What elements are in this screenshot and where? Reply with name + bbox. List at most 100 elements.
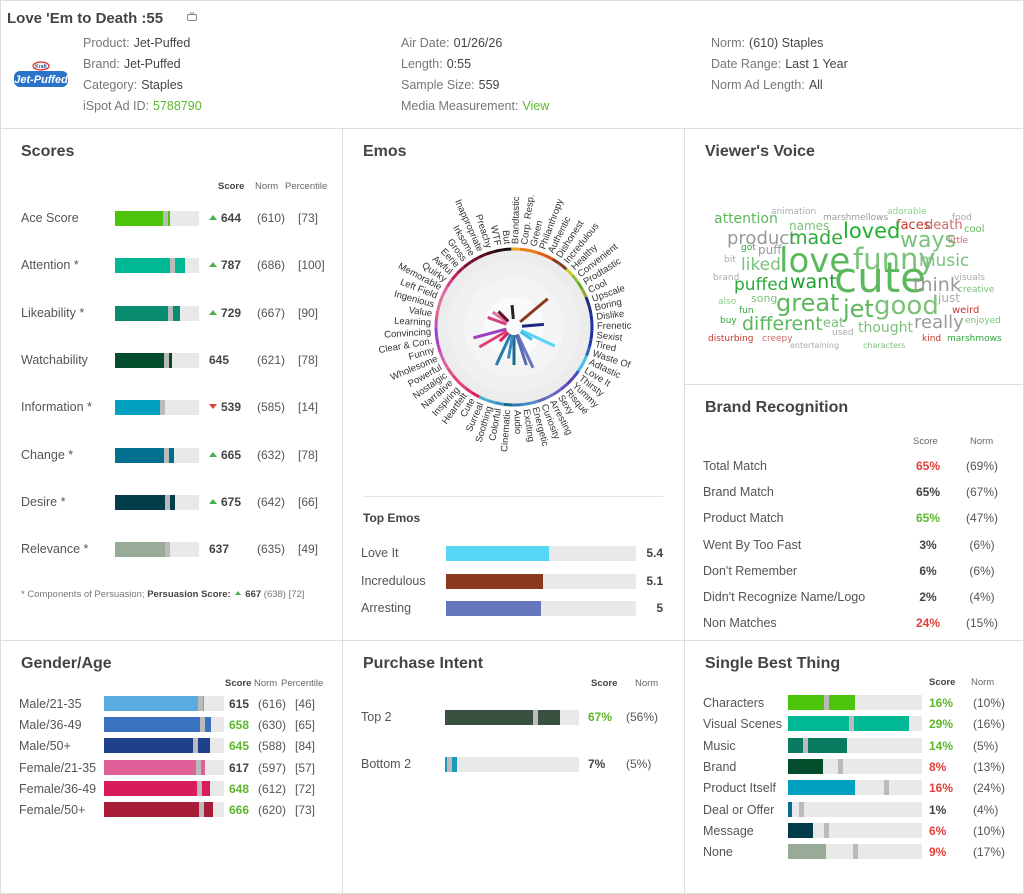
word-cloud-word: adorable [887, 207, 927, 217]
score-value: 16% [929, 696, 954, 710]
norm-value: (5%) [626, 757, 652, 771]
emos-category-arc [559, 382, 569, 391]
word-cloud-word: ways [900, 228, 956, 253]
emos-category-arc [536, 250, 546, 257]
word-cloud-word: think [913, 274, 961, 296]
word-cloud-word: death [925, 218, 963, 233]
word-cloud-word: want [790, 271, 837, 293]
percentile-value: [66] [298, 494, 319, 509]
emo-radial-bar [510, 304, 515, 320]
norm-marker [823, 822, 829, 838]
norm-value: (47%) [965, 511, 998, 526]
score-value: 615 [229, 697, 250, 711]
ispot-ad-id-link[interactable]: 5788790 [153, 99, 202, 113]
score-value: 729 [209, 306, 241, 320]
word-cloud-word: got [741, 243, 756, 253]
word-cloud-word: also [718, 297, 737, 307]
norm-value: (13%) [973, 759, 1006, 774]
score-bar-fill [115, 211, 171, 226]
row-label: Male/36-49 [19, 718, 82, 733]
norm-marker [883, 780, 889, 796]
percentile-value: [73] [295, 803, 316, 817]
norm-marker [848, 716, 854, 732]
emos-category-arc [571, 274, 579, 283]
row-label: Female/36-49 [19, 781, 97, 796]
media-measurement-view-link[interactable]: View [522, 99, 550, 113]
norm-marker [200, 717, 206, 733]
score-bar [788, 801, 922, 817]
viewers-voice-title: Viewer's Voice [705, 143, 815, 160]
norm-marker [168, 305, 174, 321]
score-bar-fill [788, 780, 855, 796]
score-value: 16% [929, 781, 954, 796]
norm-value: (17%) [973, 845, 1006, 860]
score-bar [104, 696, 224, 711]
emos-category-arc [446, 367, 454, 377]
norm-value: (616) [258, 697, 287, 711]
top-emo-label: Incredulous [361, 573, 426, 588]
word-cloud-word: bit [724, 255, 736, 265]
sbt-col-score: Score [929, 677, 956, 688]
percentile-value: [72] [295, 781, 316, 796]
emo-radial-bar [491, 310, 509, 324]
score-bar [788, 844, 922, 860]
br-col-score: Score [913, 436, 938, 447]
emos-category-arc [435, 335, 440, 345]
date-range-value: Last 1 Year [785, 57, 848, 71]
score-value: 24% [915, 616, 941, 631]
score-value: 65% [915, 459, 941, 473]
norm-value: (6%) [969, 563, 995, 578]
emos-category-arc [529, 399, 539, 405]
emo-radial-bar [473, 327, 507, 340]
emos-category-arc [545, 392, 555, 400]
word-cloud-word: kind [922, 334, 942, 344]
norm-marker [196, 780, 202, 796]
emo-label: WTF [488, 224, 503, 247]
scores-col-score: Score [218, 181, 245, 192]
emos-category-arc [485, 250, 495, 256]
score-bar [115, 400, 199, 416]
word-cloud-word: music [919, 251, 970, 271]
emos-category-arc [463, 386, 473, 394]
score-bar [104, 738, 224, 754]
emos-category-arc [442, 360, 450, 370]
emos-category-arc [471, 391, 480, 399]
norm-value: (621) [257, 352, 286, 367]
row-label: Desire * [21, 494, 66, 509]
score-bar-fill [104, 696, 205, 711]
score-bar [788, 822, 922, 838]
emo-radial-bar [521, 322, 545, 328]
emos-title: Emos [363, 143, 407, 160]
trend-up-icon [209, 262, 217, 268]
norm-value: (69%) [965, 459, 998, 473]
norm-marker [198, 696, 203, 711]
percentile-value: [14] [298, 400, 319, 415]
row-label: Product Match [703, 511, 784, 526]
top-emo-bar [446, 601, 636, 616]
emo-label: Value [408, 305, 433, 320]
emos-category-arc [438, 352, 446, 362]
tv-icon[interactable] [187, 12, 197, 21]
norm-value: (6%) [969, 537, 995, 552]
gender-age-title: Gender/Age [21, 655, 112, 672]
emo-radial-bar [497, 310, 510, 323]
ad-meta-col-1: Product: Jet-Puffed Brand: Jet-Puffed Cate… [83, 36, 202, 113]
score-value: 3% [919, 537, 937, 552]
emos-category-arc [584, 296, 591, 306]
score-value: 6% [919, 563, 937, 578]
norm-value: (612) [258, 781, 287, 796]
score-bar-fill [104, 717, 212, 733]
pi-col-norm: Norm [635, 678, 659, 689]
row-label: Male/50+ [19, 739, 71, 754]
emos-category-arc [585, 347, 591, 357]
emos-category-arc [587, 339, 593, 349]
emos-category-arc [589, 313, 594, 323]
score-value: 7% [588, 757, 606, 771]
word-cloud-word: song [751, 292, 778, 305]
emo-radial-bar [520, 329, 556, 348]
gender-age-panel: Gender/Age Score Norm Percentile Male/21… [1, 641, 343, 894]
length-value: 0:55 [446, 57, 472, 71]
word-cloud-word: different [742, 313, 823, 335]
trend-down-icon [209, 404, 217, 410]
